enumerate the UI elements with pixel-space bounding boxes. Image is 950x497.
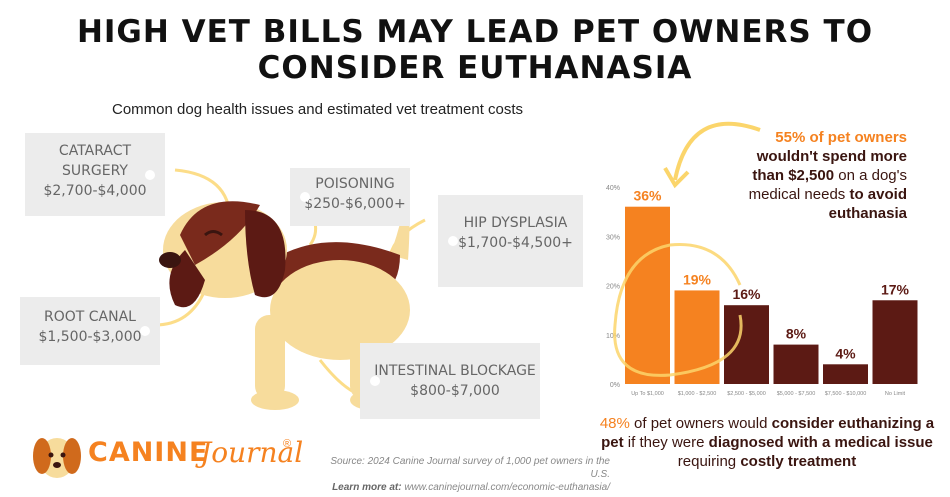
x-tick-label: No Limit: [885, 391, 906, 397]
condition-cost: $2,700-$4,000: [43, 183, 147, 199]
callout-line-4a: medical needs: [748, 186, 850, 203]
note-highlight: 48%: [599, 415, 630, 432]
x-tick-label: $5,000 - $7,500: [777, 391, 816, 397]
condition-name: ROOT CANAL: [44, 309, 136, 325]
y-tick-label: 40%: [606, 185, 620, 192]
x-tick-label: $1,000 - $2,500: [678, 391, 717, 397]
bar-value-label: 19%: [683, 271, 712, 287]
tag-hip-dysplasia: HIP DYSPLASIA $1,700-$4,500+: [438, 195, 583, 287]
bar-value-label: 4%: [835, 345, 856, 361]
logo-registered-mark: ®: [283, 438, 292, 450]
note-48-percent: 48% of pet owners would consider euthani…: [597, 414, 937, 471]
callout-highlight: 55% of pet owners: [775, 129, 907, 146]
condition-name: INTESTINAL BLOCKAGE: [374, 363, 536, 379]
x-tick-label: Up To $1,000: [631, 391, 664, 397]
logo-dog-icon: [33, 438, 81, 478]
dog-front-leg: [255, 315, 285, 400]
bar: [872, 300, 918, 384]
source-note: Source: 2024 Canine Journal survey of 1,…: [320, 455, 610, 494]
source-text: Source: 2024 Canine Journal survey of 1,…: [330, 456, 610, 480]
bar: [773, 344, 819, 384]
dog-paw: [251, 390, 299, 410]
dog-nose: [159, 252, 181, 268]
learn-more-label: Learn more at:: [332, 482, 402, 493]
title-line-2: CONSIDER EUTHANASIA: [257, 50, 693, 86]
title-line-1: HIGH VET BILLS MAY LEAD PET OWNERS TO: [76, 14, 874, 50]
condition-name: POISONING: [315, 176, 395, 192]
dog-eye: [204, 230, 223, 237]
bar: [724, 305, 769, 384]
bar-value-label: 17%: [881, 281, 910, 297]
bar-value-label: 8%: [786, 326, 807, 342]
tag-intestinal-blockage: INTESTINAL BLOCKAGE $800-$7,000: [360, 343, 540, 419]
condition-name: CATARACT: [58, 143, 132, 159]
tag-cataract-surgery: CATARACT SURGERY $2,700-$4,000: [25, 133, 165, 216]
note-part-3: requiring: [677, 453, 741, 470]
y-tick-label: 0%: [610, 382, 620, 389]
highlight-ring: [613, 243, 743, 377]
callout-line-2: wouldn't spend more: [756, 148, 907, 165]
bar-chart: 0% 10% 20% 30% 40% 36% Up To $1,000 19% $1,000 -…: [606, 185, 918, 397]
y-tick-label: 30%: [606, 234, 620, 241]
bar-value-label: 36%: [633, 188, 662, 204]
infographic-title: HIGH VET BILLS MAY LEAD PET OWNERS TO CO…: [0, 14, 950, 86]
condition-name: HIP DYSPLASIA: [463, 215, 568, 231]
infographic-subtitle: Common dog health issues and estimated v…: [112, 101, 524, 118]
callout-line-4b: to avoid: [849, 186, 907, 203]
callout-55-percent: 55% of pet owners wouldn't spend more th…: [712, 128, 907, 223]
condition-cost: $1,500-$3,000: [38, 329, 142, 345]
condition-cost: $800-$7,000: [410, 383, 500, 399]
callout-line-5: euthanasia: [828, 205, 907, 222]
callout-line-3b: on a dog's: [834, 167, 907, 184]
condition-cost: $250-$6,000+: [304, 196, 406, 212]
callout-arrow: [663, 121, 761, 189]
dog-ear: [245, 210, 286, 298]
note-part-2: if they were: [623, 434, 709, 451]
x-tick-label: $7,500 - $10,000: [825, 391, 867, 397]
note-bold-2: diagnosed with a medical issue: [708, 434, 933, 451]
x-tick-label: $2,500 - $5,000: [727, 391, 766, 397]
condition-cost: $1,700-$4,500+: [458, 235, 573, 251]
logo-script: Journal: [200, 436, 304, 469]
bar: [625, 206, 670, 384]
bar-value-label: 16%: [732, 286, 761, 302]
condition-name-line-2: SURGERY: [62, 163, 128, 179]
y-tick-label: 10%: [606, 333, 620, 340]
callout-line-3a: than $2,500: [752, 167, 835, 184]
learn-more-link[interactable]: www.caninejournal.com/economic-euthanasi…: [404, 482, 610, 493]
y-tick-label: 20%: [606, 284, 620, 291]
note-part-1: of pet owners would: [629, 415, 772, 432]
note-bold-3: costly treatment: [740, 453, 857, 470]
bar: [823, 364, 868, 384]
tag-poisoning: POISONING $250-$6,000+: [290, 168, 410, 226]
note-bold-1: consider euthanizing a pet: [601, 415, 935, 451]
tag-root-canal: ROOT CANAL $1,500-$3,000: [20, 297, 160, 365]
logo-wordmark: CANINE: [88, 437, 209, 468]
